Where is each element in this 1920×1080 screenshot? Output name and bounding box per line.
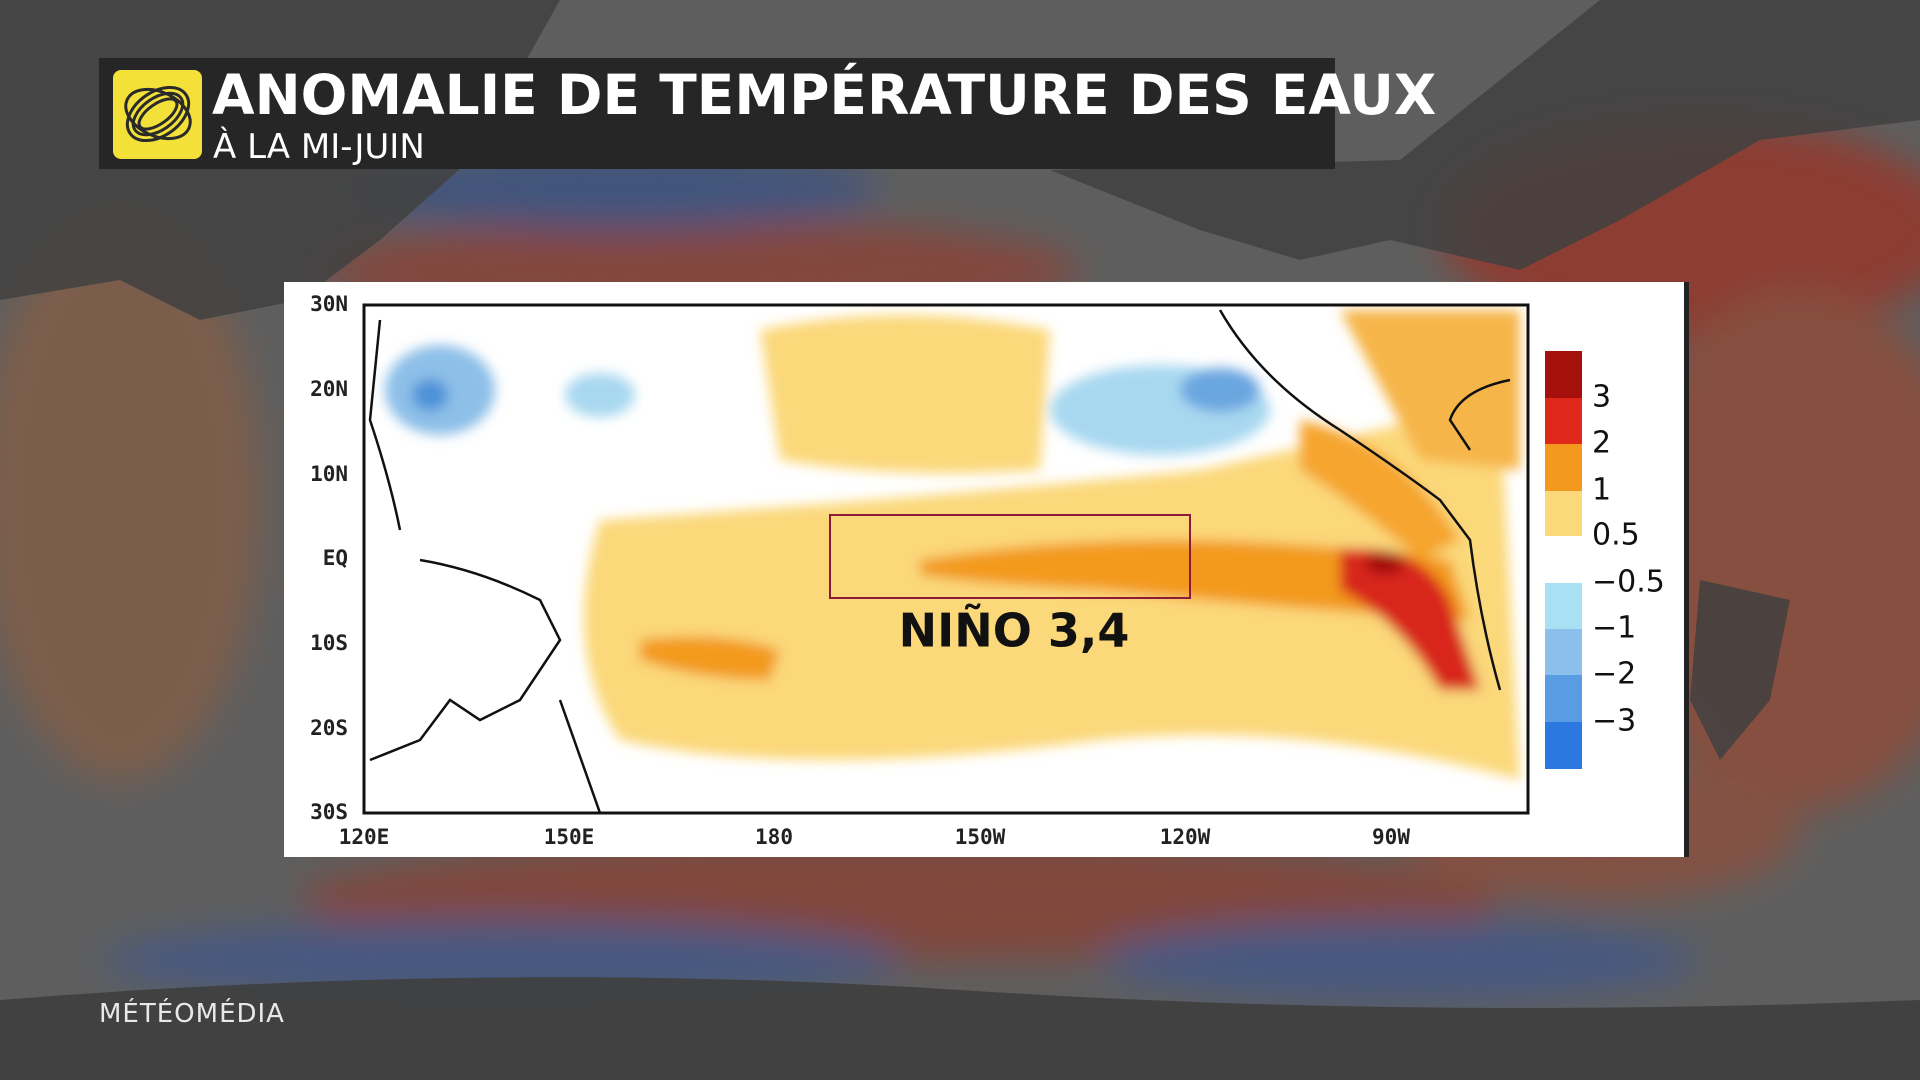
logo: [113, 70, 202, 159]
legend-label: 1: [1592, 473, 1611, 508]
legend-label: −0.5: [1592, 565, 1665, 600]
lat-label: 30N: [310, 292, 348, 316]
lon-label: 90W: [1372, 825, 1410, 849]
lat-label: EQ: [323, 546, 348, 570]
legend-label: 0.5: [1592, 518, 1640, 553]
plot-frame: [362, 303, 1530, 815]
colorbar: [1545, 351, 1582, 769]
lon-label: 120E: [339, 825, 390, 849]
header-bar: [99, 58, 1335, 169]
lat-label: 30S: [310, 800, 348, 824]
nino-label: NIÑO 3,4: [899, 604, 1130, 658]
lat-label: 10N: [310, 462, 348, 486]
legend-label: 3: [1592, 380, 1611, 415]
legend-label: −1: [1592, 611, 1636, 646]
legend-label: 2: [1592, 426, 1611, 461]
nino-box: [829, 514, 1191, 599]
lat-label: 20N: [310, 377, 348, 401]
lon-label: 150W: [955, 825, 1006, 849]
subtitle: À LA MI-JUIN: [213, 126, 425, 167]
panel-edge: [1684, 282, 1689, 857]
brand: MÉTÉOMÉDIA: [99, 997, 285, 1029]
lon-label: 120W: [1160, 825, 1211, 849]
lat-label: 20S: [310, 716, 348, 740]
legend-label: −3: [1592, 704, 1636, 739]
lat-label: 10S: [310, 631, 348, 655]
lon-label: 180: [755, 825, 793, 849]
anomaly-field: [364, 305, 1528, 813]
title: ANOMALIE DE TEMPÉRATURE DES EAUX: [212, 62, 1436, 127]
legend-label: −2: [1592, 657, 1636, 692]
lon-label: 150E: [544, 825, 595, 849]
